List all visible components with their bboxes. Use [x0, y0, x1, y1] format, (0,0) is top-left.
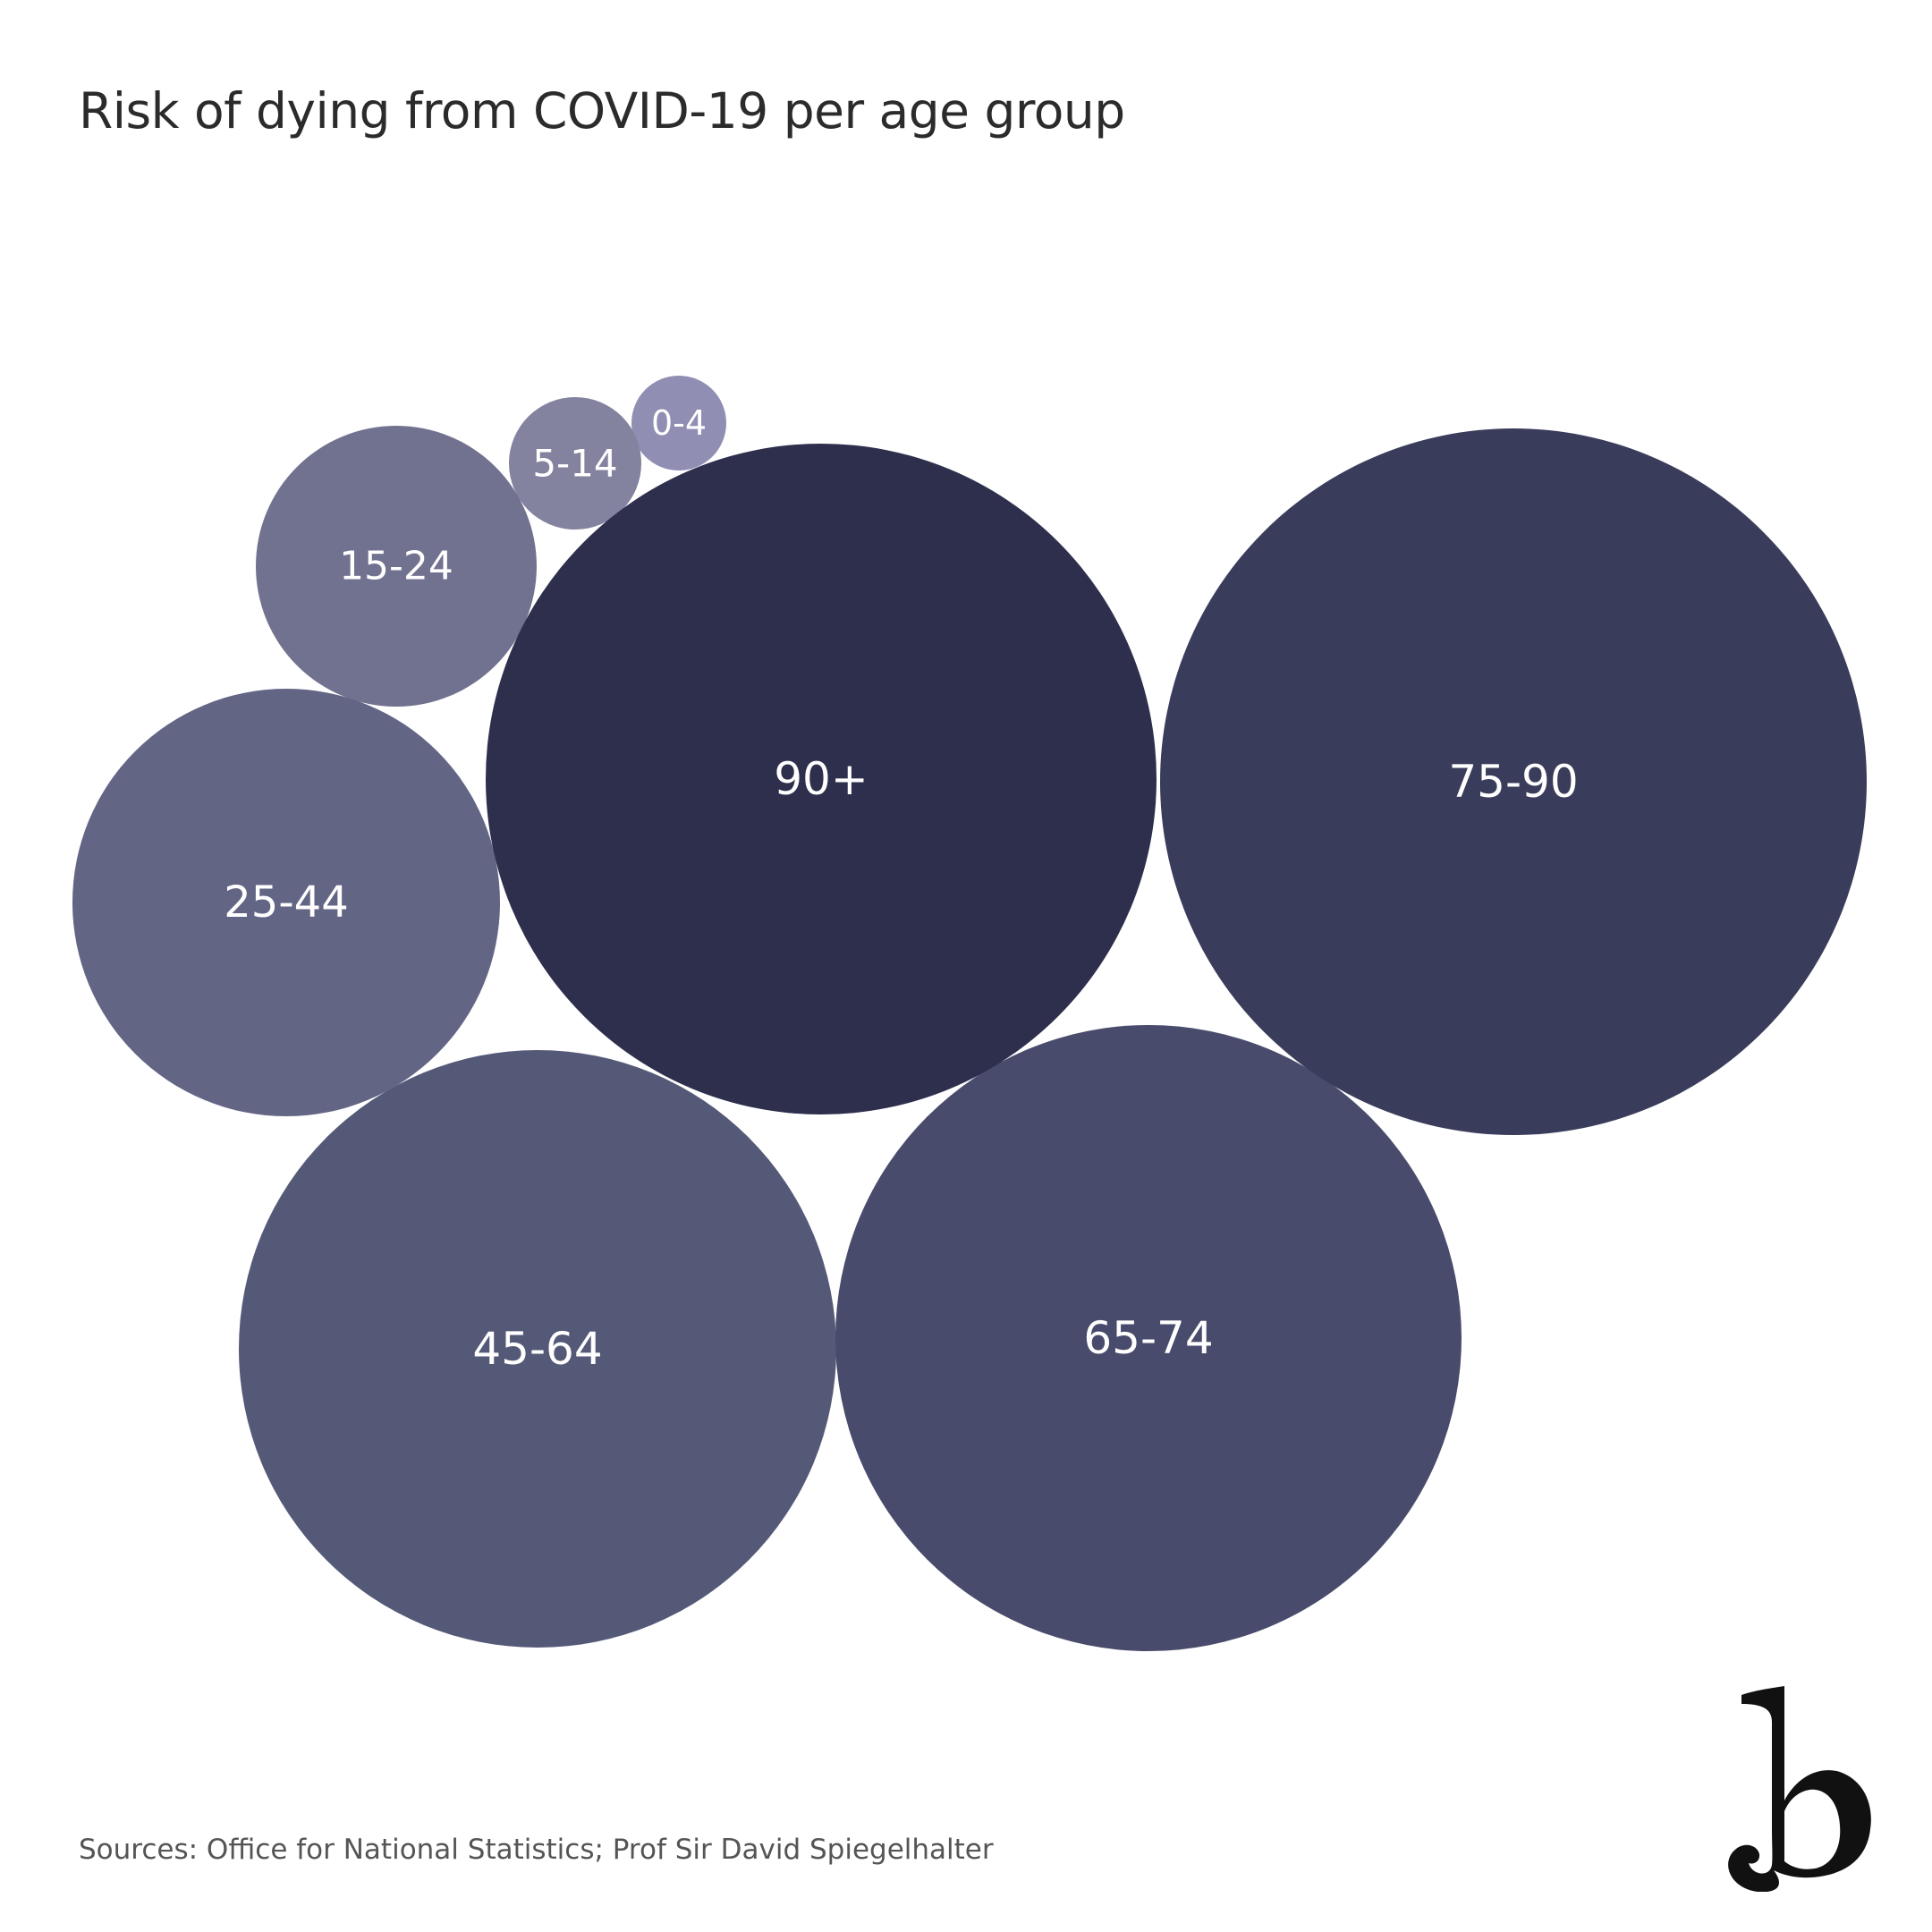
bubble-15-24: 15-24: [256, 426, 537, 707]
bubble-45-64: 45-64: [239, 1050, 836, 1648]
bubble-label-0-4: 0-4: [651, 403, 707, 443]
bubble-90-plus: 90+: [486, 444, 1157, 1114]
bubble-circle-65-74: [835, 1025, 1462, 1651]
bubble-25-44: 25-44: [72, 689, 500, 1116]
bubble-75-90: 75-90: [1160, 428, 1867, 1135]
bubble-0-4: 0-4: [631, 376, 726, 470]
bubble-circle-0-4: [631, 376, 726, 470]
bubble-5-14: 5-14: [509, 397, 641, 530]
bubble-label-5-14: 5-14: [532, 442, 617, 486]
bubbles-layer: 0-4 5-14 15-24 25-44 45-64 65-74 75-90 90+: [72, 376, 1867, 1651]
bubble-label-75-90: 75-90: [1448, 756, 1578, 808]
brand-logo: [1728, 1686, 1871, 1892]
bubble-circle-90-plus: [486, 444, 1157, 1114]
bubble-65-74: 65-74: [835, 1025, 1462, 1651]
bubble-circle-15-24: [256, 426, 537, 707]
bubble-circle-75-90: [1160, 428, 1867, 1135]
chart-title: Risk of dying from COVID-19 per age grou…: [79, 82, 1125, 140]
bubble-label-45-64: 45-64: [472, 1323, 602, 1375]
bubble-label-15-24: 15-24: [339, 544, 453, 589]
source-note: Sources: Office for National Statistics;…: [79, 1834, 994, 1866]
bubble-circle-45-64: [239, 1050, 836, 1648]
bubble-label-90-plus: 90+: [774, 753, 869, 805]
bubble-label-65-74: 65-74: [1083, 1312, 1213, 1364]
bubble-label-25-44: 25-44: [224, 877, 348, 928]
bubble-circle-5-14: [509, 397, 641, 530]
bubble-circle-25-44: [72, 689, 500, 1116]
